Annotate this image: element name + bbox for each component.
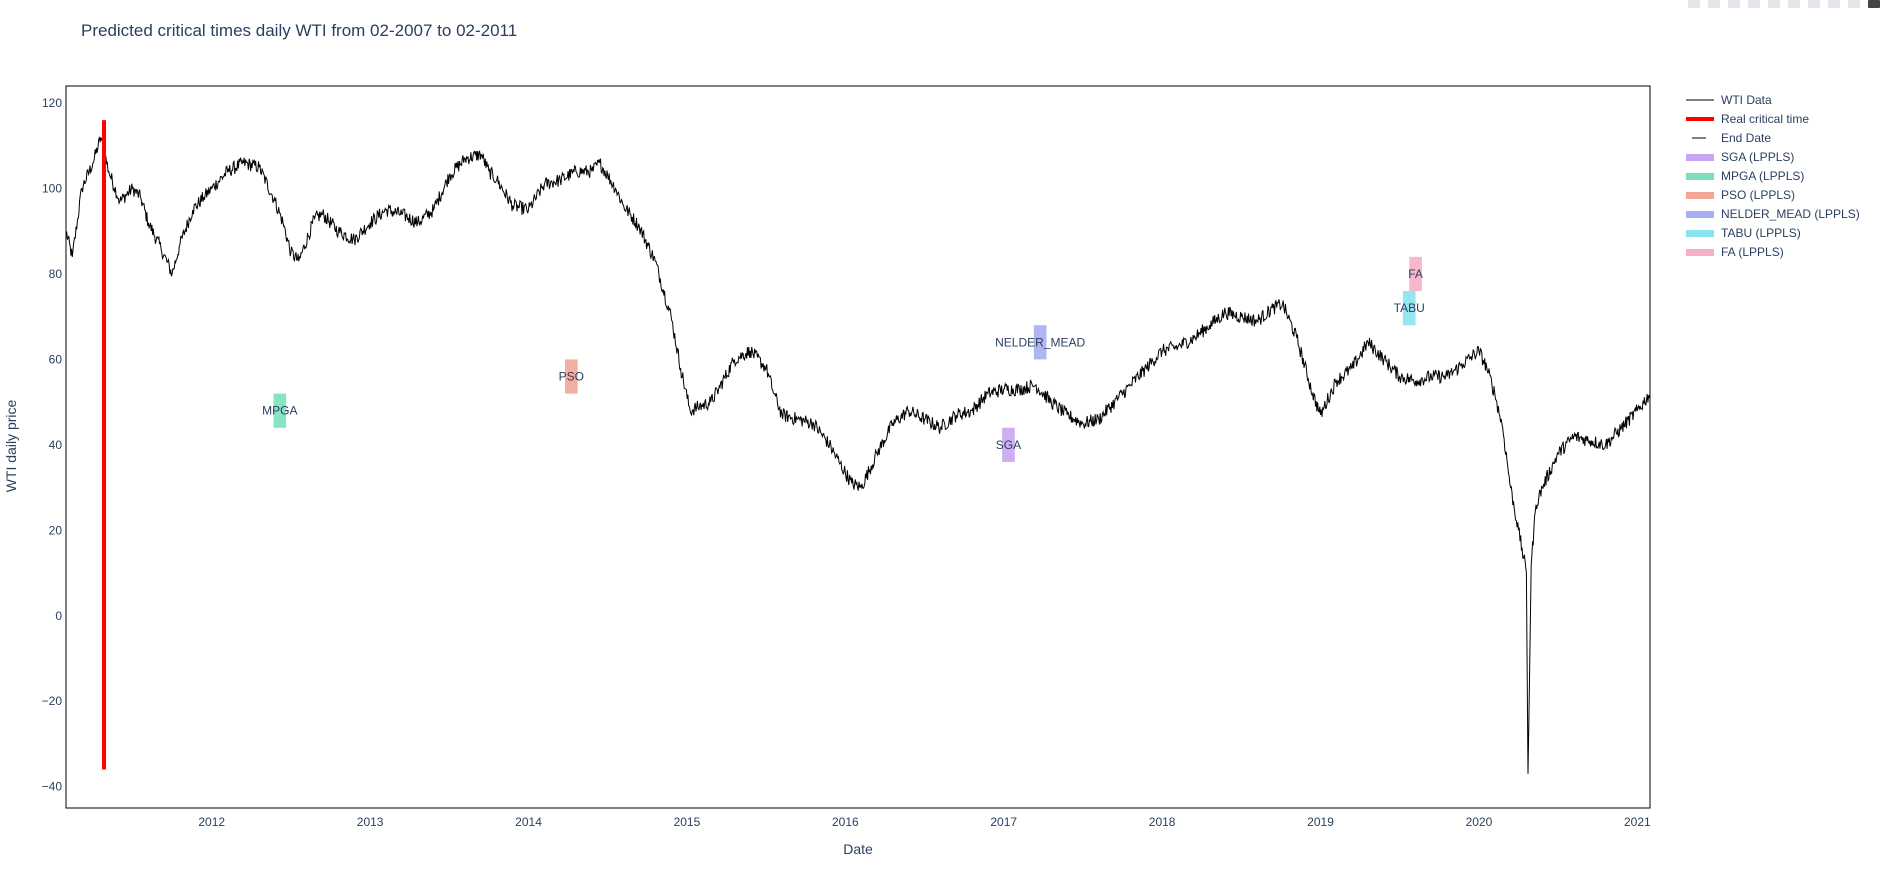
window-label: FA [1408,267,1423,281]
y-tick-label: −20 [42,694,63,708]
lasso-icon[interactable] [1768,0,1780,8]
window-label: NELDER_MEAD [995,335,1085,349]
x-tick-label: 2021 [1624,815,1651,829]
autoscale-icon[interactable] [1828,0,1840,8]
legend-item-label: MPGA (LPPLS) [1721,169,1804,183]
legend-swatch [1686,173,1714,180]
x-tick-label: 2013 [357,815,384,829]
legend-item-label: WTI Data [1721,93,1772,107]
box-select-icon[interactable] [1748,0,1760,8]
window-label: TABU [1394,301,1425,315]
legend-item-label: FA (LPPLS) [1721,245,1784,259]
window-mpga [273,393,287,428]
zoom-out-icon[interactable] [1808,0,1820,8]
y-tick-label: 60 [49,352,63,366]
x-tick-label: 2012 [198,815,225,829]
window-nelder-mead [1033,325,1047,360]
window-label: PSO [559,370,584,384]
x-tick-label: 2018 [1149,815,1176,829]
legend-item-label: TABU (LPPLS) [1721,226,1801,240]
legend-swatch [1686,154,1714,161]
x-tick-label: 2016 [832,815,859,829]
y-tick-label: 40 [49,438,63,452]
legend-swatch [1686,249,1714,256]
pan-icon[interactable] [1728,0,1740,8]
zoom-in-icon[interactable] [1788,0,1800,8]
window-pso [564,359,578,394]
camera-icon[interactable] [1688,0,1700,8]
y-tick-label: 20 [49,523,63,537]
x-tick-label: 2019 [1307,815,1334,829]
window-tabu [1402,291,1416,326]
legend-item-label: SGA (LPPLS) [1721,150,1794,164]
data-layer: SGA MPGA PSO NELDER_MEAD TABU FA [66,120,1650,774]
window-fa [1409,256,1422,292]
window-label: SGA [996,438,1021,452]
reset-axes-icon[interactable] [1848,0,1860,8]
x-tick-label: 2017 [990,815,1017,829]
x-axis-title: Date [843,841,873,857]
y-tick-label: 120 [42,96,62,110]
plot-area[interactable]: −40 −20 0 20 40 60 80 100 120 2012 2013 2014 2015 201… [42,85,1651,829]
series-line-wti [66,135,1650,774]
legend-item-label: Real critical time [1721,112,1809,126]
x-tick-label: 2020 [1466,815,1493,829]
y-tick-label: 80 [49,267,63,281]
chart-title: Predicted critical times daily WTI from … [81,21,517,40]
window-label: MPGA [262,404,297,418]
y-axis-title: WTI daily price [3,400,19,493]
legend: WTI Data Real critical time End Date SGA (L… [1686,93,1860,259]
x-tick-label: 2014 [515,815,542,829]
modebar [1688,0,1880,10]
legend-swatch [1686,192,1714,199]
plot-frame [65,85,1651,809]
x-tick-label: 2015 [674,815,701,829]
plotly-logo-icon[interactable] [1868,0,1880,8]
y-tick-label: 0 [55,609,62,623]
legend-item-label: NELDER_MEAD (LPPLS) [1721,207,1860,221]
legend-swatch [1686,211,1714,218]
legend-item-label: End Date [1721,131,1771,145]
legend-item-label: PSO (LPPLS) [1721,188,1795,202]
zoom-icon[interactable] [1708,0,1720,8]
legend-swatch [1686,230,1714,237]
y-tick-label: −40 [42,780,63,794]
y-tick-label: 100 [42,182,62,196]
window-sga [1002,427,1015,462]
